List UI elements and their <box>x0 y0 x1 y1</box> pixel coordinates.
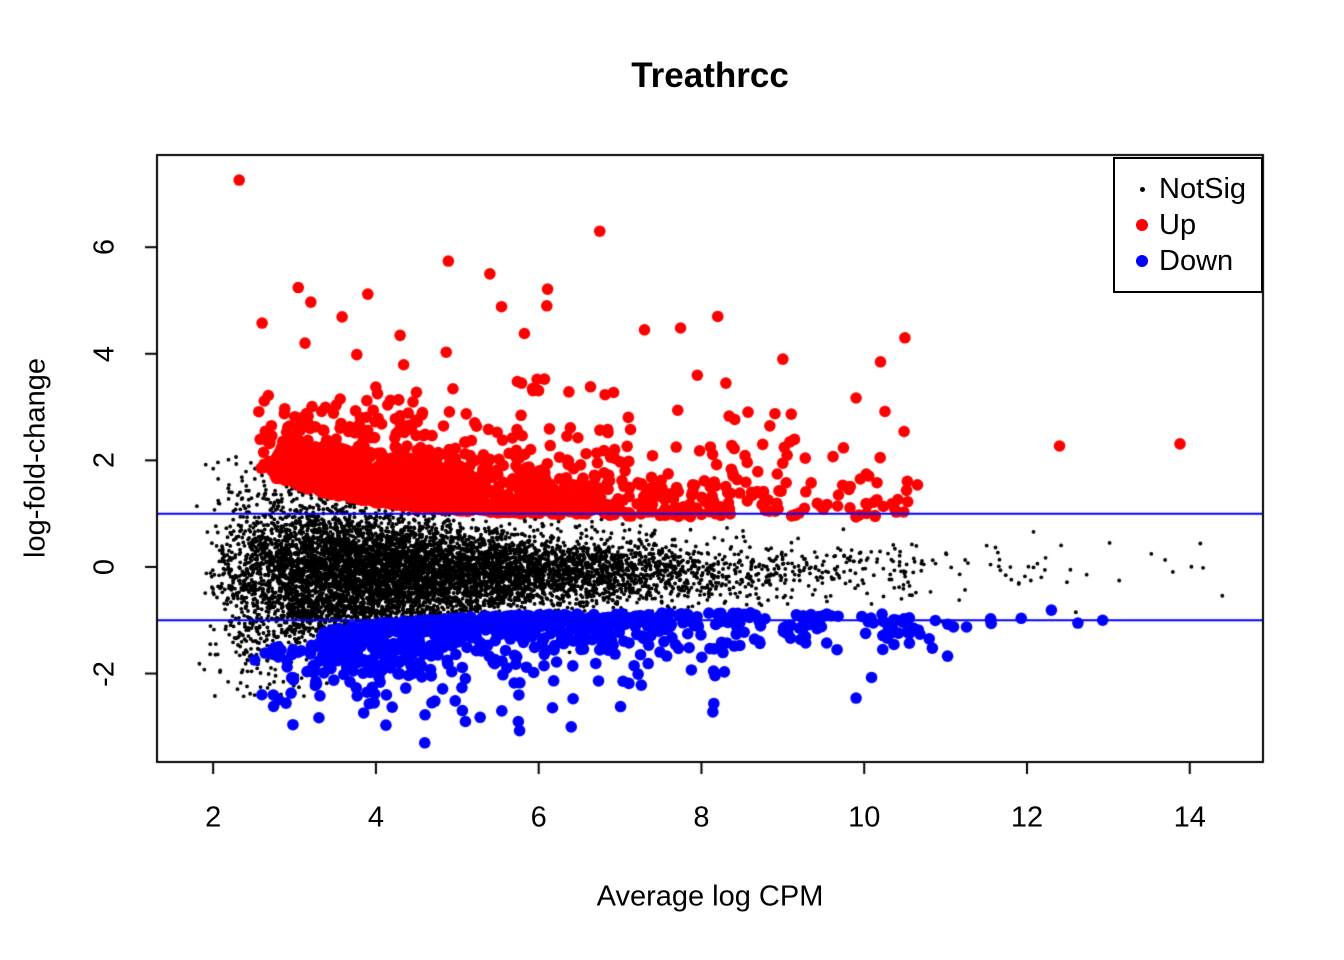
x-tick-label: 8 <box>693 801 710 834</box>
x-tick-label: 2 <box>205 801 222 834</box>
x-tick-label: 10 <box>848 801 881 834</box>
legend-entry-notsig: NotSig <box>1125 173 1261 206</box>
chart-title: Treathrcc <box>631 56 789 95</box>
legend-entry-up: Up <box>1125 209 1261 242</box>
legend-label: Down <box>1159 244 1234 277</box>
x-tick-label: 6 <box>530 801 547 834</box>
x-axis-label: Average log CPM <box>596 880 824 913</box>
x-tick-label: 14 <box>1173 801 1206 834</box>
y-tick-label: 2 <box>88 452 121 469</box>
x-tick-label: 12 <box>1010 801 1044 834</box>
legend-dot-icon <box>1136 219 1148 231</box>
x-tick-label: 4 <box>367 801 384 834</box>
legend-label: NotSig <box>1159 172 1247 205</box>
y-tick-label: 6 <box>88 239 121 256</box>
legend-label: Up <box>1159 208 1197 241</box>
legend-dot-icon <box>1139 186 1145 192</box>
y-tick-label: -2 <box>88 660 121 687</box>
y-tick-label: 0 <box>88 558 121 576</box>
legend-entry-down: Down <box>1125 245 1261 278</box>
legend: NotSig Up Down <box>1113 157 1263 293</box>
y-tick-label: 4 <box>88 345 121 362</box>
legend-dot-icon <box>1136 255 1148 267</box>
y-axis-label: log-fold-change <box>19 358 52 558</box>
